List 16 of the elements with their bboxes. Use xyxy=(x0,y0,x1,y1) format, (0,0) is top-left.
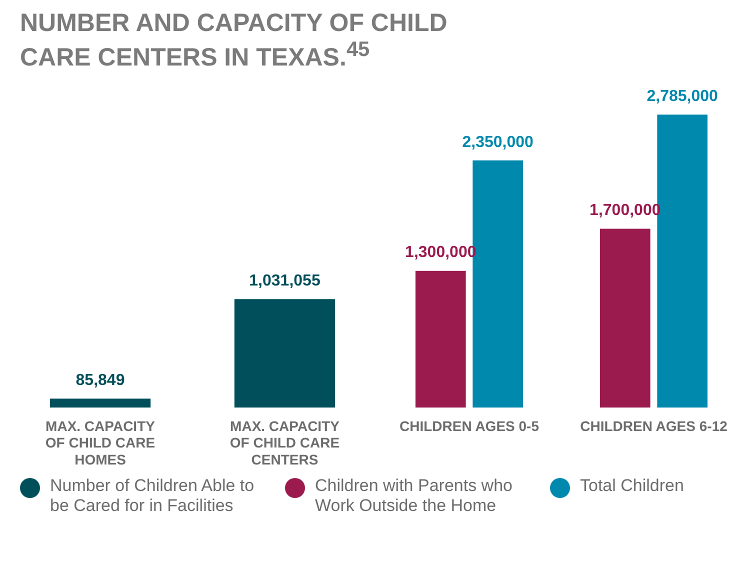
x-tick-label: MAX. CAPACITY OF CHILD CARE HOMES xyxy=(45,418,156,468)
bar xyxy=(415,271,466,408)
bar xyxy=(600,229,650,408)
bar xyxy=(50,398,151,408)
x-tick-label: CHILDREN AGES 0-5 xyxy=(399,418,540,434)
chart-title: NUMBER AND CAPACITY OF CHILD CARE CENTERS IN TEXAS.$^{45}$ xyxy=(20,8,448,72)
x-tick-label: MAX. CAPACITY OF CHILD CARE CENTERS xyxy=(230,418,340,468)
bar xyxy=(234,299,336,408)
legend-label: Children with Parents who Work Outside the Home xyxy=(315,476,514,516)
legend-label: Total Children xyxy=(580,476,684,496)
legend-label: Number of Children Able to be Cared for in Facilities xyxy=(50,476,255,516)
data-label: 2,785,000 xyxy=(646,88,718,106)
data-label: 1,031,055 xyxy=(249,272,320,290)
data-label: 85,849 xyxy=(76,372,125,390)
data-label: 2,350,000 xyxy=(462,134,534,152)
x-tick-label: CHILDREN AGES 6-12 xyxy=(580,418,728,434)
